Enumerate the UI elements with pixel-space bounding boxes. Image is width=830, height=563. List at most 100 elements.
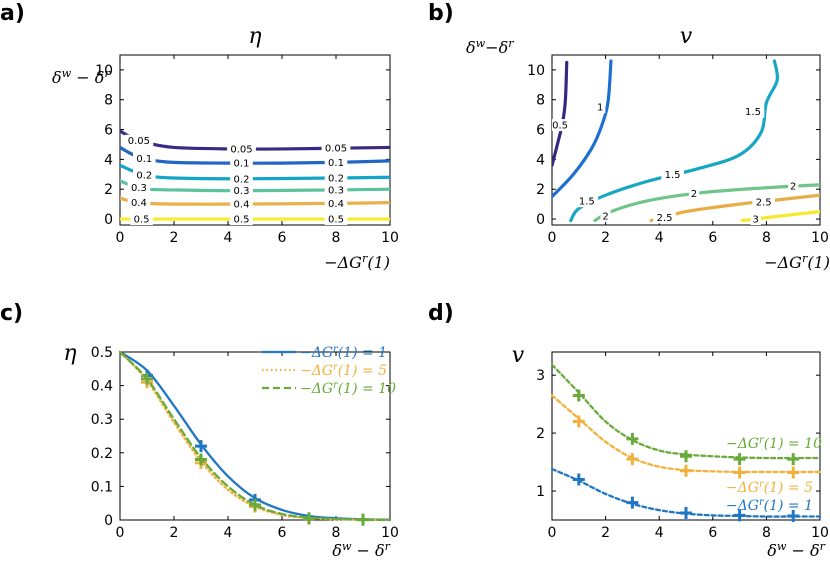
x-tick-label: 0 — [116, 525, 125, 541]
contour-label-bg — [741, 105, 765, 118]
series-annotation: −ΔGr(1) = 5 — [726, 479, 813, 497]
contour-label: 0.3 — [131, 183, 147, 194]
x-tick-label: 10 — [811, 230, 829, 246]
series-line-0 — [550, 363, 822, 460]
y-tick-label: 4 — [536, 152, 545, 168]
contour-label-bg — [230, 213, 253, 225]
y-tick-label: 0 — [104, 212, 113, 228]
x-tick-label: 8 — [762, 525, 771, 541]
data-marker — [141, 372, 153, 385]
data-marker — [787, 466, 800, 479]
y-tick-label: 8 — [104, 93, 113, 109]
data-marker — [787, 453, 800, 466]
contour-label-bg — [230, 184, 253, 197]
data-marker — [626, 496, 639, 509]
y-tick-label: 0 — [104, 513, 113, 529]
data-marker — [572, 389, 585, 402]
y-tick-label: 0 — [536, 212, 545, 228]
contour-label-bg — [324, 156, 348, 169]
panel-label: a) — [0, 1, 25, 26]
data-marker — [303, 512, 315, 525]
contour-label-bg — [230, 172, 253, 185]
contour-label: 1.5 — [745, 107, 761, 118]
contour-label: 0.3 — [234, 186, 250, 197]
contour-line-0.5 — [552, 60, 569, 167]
x-tick-label: 6 — [708, 230, 717, 246]
contour-label-bg — [133, 152, 156, 165]
contour-label-bg — [230, 198, 253, 211]
y-tick-label: 2 — [536, 182, 545, 198]
data-marker — [733, 466, 746, 479]
y-tick-label: 0.1 — [91, 479, 113, 495]
data-marker — [626, 432, 639, 445]
data-marker — [626, 453, 639, 466]
contour-label: 1.5 — [579, 197, 595, 208]
y-tick-label: 3 — [536, 368, 545, 384]
x-tick-label: 2 — [170, 525, 179, 541]
contour-label-bg — [133, 169, 156, 182]
x-tick-label: 4 — [224, 525, 233, 541]
series-annotation: −ΔGr(1) = 1 — [726, 497, 813, 515]
x-tick-label: 4 — [224, 230, 233, 246]
contour-label: 0.2 — [234, 174, 250, 185]
y-tick-label: 10 — [527, 63, 545, 79]
data-marker — [357, 513, 369, 526]
x-tick-label: 0 — [548, 525, 557, 541]
contour-lines: 0.5 1 1.5 1.5 1.5 2 2 2 2.5 2.5 3 — [552, 59, 820, 225]
y-tick-label: 10 — [95, 63, 113, 79]
contour-label-bg — [595, 101, 606, 114]
panel-c: 0 2 4 6 8 10 0 0.1 0.2 0.3 0.4 0.5 c) η δw − δr −ΔGr(1)… — [0, 301, 399, 560]
data-marker — [680, 464, 692, 477]
data-marker — [680, 450, 692, 463]
contour-label: 0.05 — [230, 144, 252, 155]
contour-label: 2 — [790, 182, 796, 193]
y-tick-label: 2 — [104, 182, 113, 198]
contour-label: 0.1 — [328, 158, 344, 169]
x-tick-label: 2 — [170, 230, 179, 246]
contour-label-bg — [688, 187, 700, 200]
plot-frame — [119, 351, 391, 521]
x-tick-label: 0 — [116, 230, 125, 246]
y-axis-label: η — [63, 341, 76, 366]
contour-label-bg — [575, 195, 599, 208]
data-marker — [195, 440, 207, 453]
chart-title: η — [248, 24, 261, 49]
y-tick-label: 4 — [104, 152, 113, 168]
contour-label: 0.3 — [328, 185, 344, 196]
contour-label-bg — [552, 119, 572, 132]
y-tick-label: 8 — [536, 93, 545, 109]
legend-label: −ΔGr(1) = 10 — [300, 380, 396, 398]
contour-label-bg — [752, 195, 776, 208]
contour-label-bg — [653, 211, 676, 224]
x-tick-label: 6 — [278, 230, 287, 246]
contour-line-0.3 — [120, 179, 390, 193]
data-marker — [733, 509, 746, 522]
y-tick-label: 0.2 — [91, 446, 113, 462]
plot-frame — [551, 351, 821, 521]
contour-label: 0.4 — [328, 199, 344, 210]
data-marker — [733, 453, 746, 466]
data-marker — [249, 498, 261, 511]
y-tick-label: 0.4 — [91, 379, 113, 395]
y-tick-label: 6 — [536, 123, 545, 139]
x-tick-label: 6 — [708, 525, 717, 541]
contour-label: 2 — [691, 189, 697, 200]
y-tick-label: 0.3 — [91, 412, 113, 428]
contour-label-bg — [124, 134, 154, 147]
data-marker — [680, 507, 692, 520]
contour-label-bg — [324, 172, 348, 185]
contour-label: 0.05 — [128, 136, 150, 147]
x-tick-label: 10 — [381, 525, 399, 541]
y-tick-label: 6 — [104, 123, 113, 139]
x-tick-label: 8 — [332, 525, 341, 541]
y-tick-label: 1 — [536, 484, 545, 500]
data-marker — [572, 473, 585, 486]
contour-label: 2 — [602, 212, 608, 223]
contour-line-0.2 — [120, 163, 390, 181]
y-tick-label: 2 — [536, 426, 545, 442]
y-tick-label: 0.5 — [91, 345, 113, 361]
contour-label-bg — [324, 213, 348, 225]
data-marker — [787, 509, 800, 522]
contour-label: 0.5 — [328, 215, 344, 226]
y-axis-label: δw−δr — [466, 37, 514, 58]
